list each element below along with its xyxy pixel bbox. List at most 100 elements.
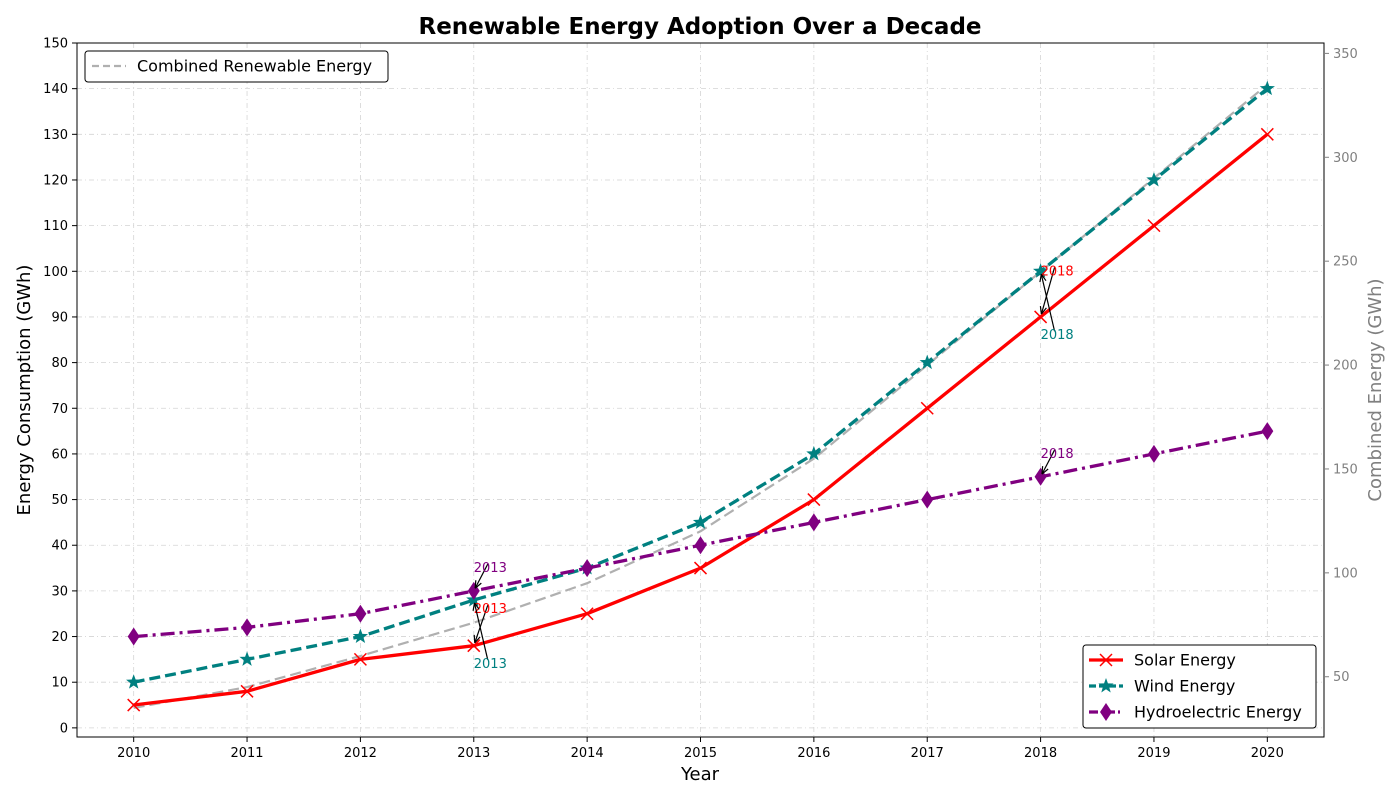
data-point-solar-energy: [1260, 127, 1274, 141]
data-point-solar-energy: [807, 493, 821, 507]
annotation-label: 2013: [474, 657, 507, 672]
x-axis-title: Year: [680, 764, 720, 785]
right-y-tick-label: 50: [1333, 670, 1350, 685]
legend-marker-wind-energy: [1098, 678, 1114, 693]
data-point-hydroelectric-energy: [807, 513, 820, 532]
data-point-wind-energy: [1146, 171, 1162, 187]
data-point-solar-energy: [920, 401, 934, 415]
data-point-solar-energy: [1147, 219, 1161, 233]
x-tick-label: 2020: [1251, 746, 1284, 761]
annotation-arrowhead: [1039, 306, 1047, 315]
data-point-hydroelectric-energy: [581, 559, 594, 578]
annotation-label: 2018: [1041, 328, 1074, 343]
y-tick-label: 40: [51, 539, 68, 554]
data-point-hydroelectric-energy: [1034, 467, 1047, 486]
data-point-wind-energy: [1259, 80, 1275, 96]
grid: [77, 42, 1324, 737]
data-point-wind-energy: [126, 674, 142, 689]
x-tick-label: 2010: [117, 746, 150, 761]
x-tick-label: 2012: [344, 746, 377, 761]
legend-label: Combined Renewable Energy: [137, 57, 372, 76]
right-y-tick-label: 300: [1333, 151, 1358, 166]
y-axis-title: Energy Consumption (GWh): [14, 265, 35, 516]
series-line-hydroelectric-energy: [133, 429, 1268, 639]
right-y-tick-label: 150: [1333, 462, 1358, 477]
x-tick-label: 2015: [684, 746, 717, 761]
y-tick-label: 150: [43, 37, 68, 52]
data-point-wind-energy: [239, 651, 255, 666]
right-y-axis-title: Combined Energy (GWh): [1365, 278, 1386, 501]
annotation-arrow: [1040, 267, 1056, 315]
data-point-hydroelectric-energy: [1147, 444, 1160, 463]
legend-label: Hydroelectric Energy: [1134, 703, 1302, 722]
legend-box: [1082, 644, 1317, 729]
annotation-arrow: [474, 604, 489, 644]
data-point-solar-energy: [240, 684, 254, 698]
data-point-wind-energy: [919, 354, 935, 370]
y-tick-label: 50: [51, 493, 68, 508]
y-tick-label: 70: [51, 402, 68, 417]
data-point-wind-energy: [1032, 263, 1049, 278]
annotation-label: 2018: [1041, 264, 1074, 279]
annotation-label: 2018: [1041, 447, 1074, 462]
legend-marker-solar-energy: [1099, 653, 1113, 667]
data-point-solar-energy: [580, 607, 594, 621]
y-tick-label: 130: [43, 128, 68, 143]
annotation-arrowhead: [473, 634, 481, 644]
y-tick-label: 120: [43, 173, 68, 188]
annotation-label: 2013: [474, 561, 507, 576]
right-y-tick-label: 350: [1333, 47, 1358, 62]
y-tick-label: 30: [51, 584, 68, 599]
data-point-hydroelectric-energy: [921, 490, 934, 509]
y-tick-label: 110: [43, 219, 68, 234]
data-point-solar-energy: [353, 652, 367, 666]
legend-label: Solar Energy: [1134, 651, 1236, 670]
data-point-solar-energy: [693, 561, 708, 575]
data-point-solar-energy: [1034, 310, 1048, 324]
annotation-arrow: [1040, 274, 1056, 332]
x-tick-label: 2013: [457, 746, 490, 761]
right-y-tick-label: 250: [1333, 255, 1358, 270]
y-tick-label: 80: [51, 356, 68, 371]
y-tick-label: 100: [43, 265, 68, 280]
y-tick-label: 10: [51, 676, 68, 691]
x-tick-label: 2017: [911, 746, 944, 761]
data-point-wind-energy: [352, 628, 369, 644]
legend-secondary: Combined Renewable Energy: [84, 50, 389, 83]
data-point-hydroelectric-energy: [694, 536, 707, 555]
data-point-hydroelectric-energy: [127, 627, 140, 646]
annotation-arrow: [473, 602, 489, 661]
annotation-arrow: [474, 563, 489, 589]
y-tick-label: 20: [51, 630, 68, 645]
y-tick-label: 140: [43, 82, 68, 97]
annotation-arrowhead: [472, 602, 480, 611]
right-y-tick-label: 200: [1333, 359, 1358, 374]
y-tick-label: 0: [60, 721, 68, 736]
annotation-label: 2013: [474, 602, 507, 617]
data-point-solar-energy: [467, 639, 481, 653]
annotation-arrowhead: [1039, 273, 1047, 283]
data-point-wind-energy: [692, 514, 709, 529]
series-solar-energy: [127, 127, 1274, 712]
data-point-hydroelectric-energy: [1261, 422, 1274, 441]
legend-label: Wind Energy: [1134, 677, 1235, 696]
data-point-hydroelectric-energy: [354, 604, 367, 623]
annotation-arrowhead: [1041, 466, 1049, 475]
data-point-solar-energy: [127, 698, 141, 712]
y-tick-label: 90: [51, 310, 68, 325]
x-tick-label: 2011: [230, 746, 263, 761]
data-point-hydroelectric-energy: [241, 618, 254, 637]
data-point-wind-energy: [806, 445, 822, 461]
annotation-arrow: [1041, 449, 1056, 475]
annotation-arrowhead: [474, 580, 482, 589]
x-tick-label: 2018: [1024, 746, 1057, 761]
series-line-wind-energy: [133, 87, 1269, 684]
legend-box: [84, 50, 389, 83]
annotations: 2013 2013 2013 2018 2018 2018: [472, 264, 1074, 672]
legend-marker-hydroelectric-energy: [1100, 703, 1112, 721]
y-tick-label: 60: [51, 447, 68, 462]
x-tick-label: 2019: [1137, 746, 1170, 761]
x-tick-label: 2016: [797, 746, 830, 761]
